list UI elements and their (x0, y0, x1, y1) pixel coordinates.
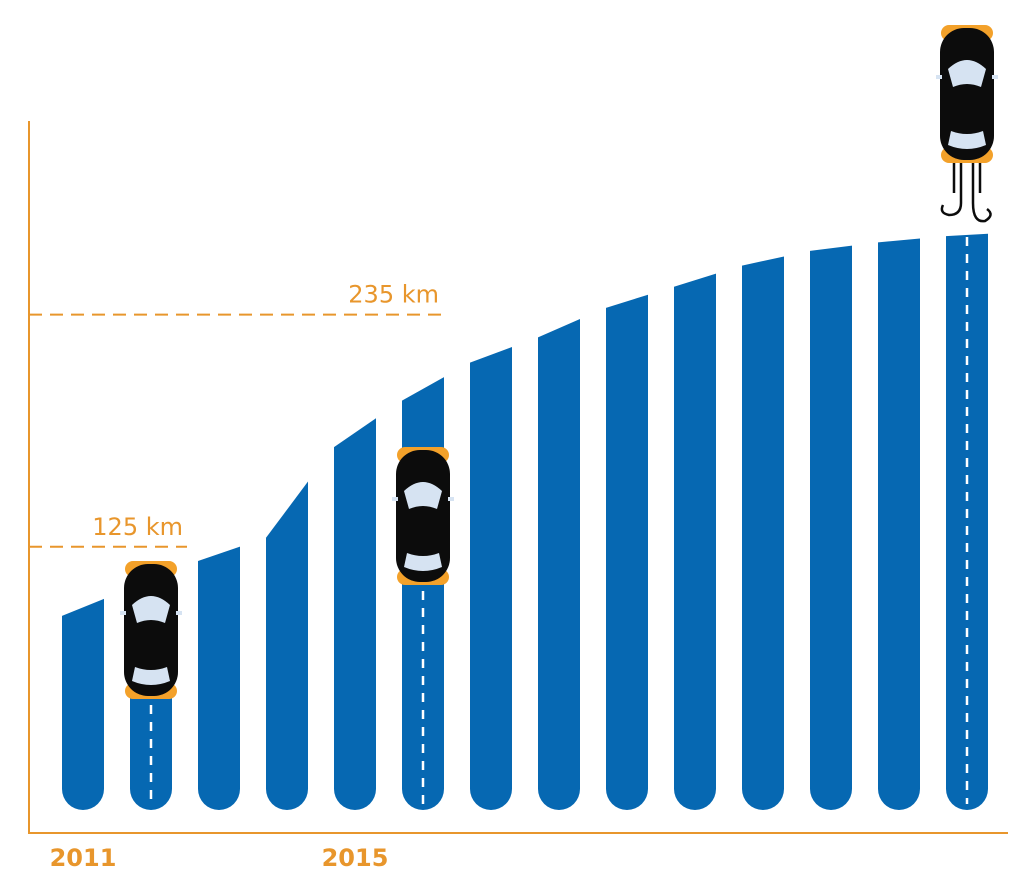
rear-window (948, 131, 986, 149)
road-bar (810, 245, 852, 811)
side-mirror (448, 497, 454, 501)
reference-label-235: 235 km (348, 281, 439, 309)
x-tick-label: 2015 (322, 844, 389, 872)
skid-marks (940, 163, 992, 223)
car-body (940, 28, 994, 160)
road-bar (470, 346, 512, 810)
car-icon (936, 25, 998, 804)
road-bar (606, 294, 648, 810)
side-mirror (936, 75, 942, 79)
road-bar (538, 319, 580, 810)
x-tick-label: 2011 (50, 844, 117, 872)
road-bar (742, 256, 784, 810)
axes (28, 121, 1008, 834)
windshield (132, 596, 170, 623)
windshield (948, 60, 986, 87)
rear-window (404, 553, 442, 571)
car-icon (120, 561, 182, 804)
side-mirror (176, 611, 182, 615)
side-mirror (992, 75, 998, 79)
car-icon (392, 447, 454, 804)
road-bar (946, 233, 988, 811)
road-bar (266, 481, 308, 810)
reference-lines: 125 km 235 km (29, 281, 443, 548)
bars-group (62, 233, 988, 811)
car-icons-group (120, 25, 998, 804)
road-bar (674, 273, 716, 810)
side-mirror (392, 497, 398, 501)
car-body (396, 450, 450, 582)
road-bar (334, 418, 376, 810)
road-bar (878, 238, 920, 810)
rear-window (132, 667, 170, 685)
reference-label-125: 125 km (92, 513, 183, 541)
car-body (124, 564, 178, 696)
road-bar (62, 598, 104, 810)
side-mirror (120, 611, 126, 615)
windshield (404, 482, 442, 509)
x-tick-labels: 2011 2015 (50, 844, 389, 872)
road-bar (198, 546, 240, 810)
